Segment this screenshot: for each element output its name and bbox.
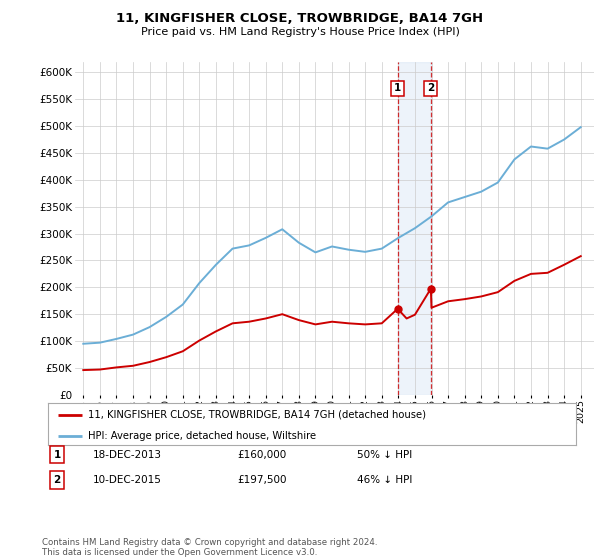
Bar [398,62,431,395]
Text: 10-DEC-2015: 10-DEC-2015 [93,475,162,485]
Text: 50% ↓ HPI: 50% ↓ HPI [357,450,412,460]
Text: 11, KINGFISHER CLOSE, TROWBRIDGE, BA14 7GH (detached house): 11, KINGFISHER CLOSE, TROWBRIDGE, BA14 7… [88,409,425,419]
Text: 2: 2 [427,83,434,94]
Text: 2: 2 [53,475,61,485]
Text: 1: 1 [53,450,61,460]
Text: 18-DEC-2013: 18-DEC-2013 [93,450,162,460]
Text: 11, KINGFISHER CLOSE, TROWBRIDGE, BA14 7GH: 11, KINGFISHER CLOSE, TROWBRIDGE, BA14 7… [116,12,484,25]
Text: £197,500: £197,500 [237,475,287,485]
Text: 46% ↓ HPI: 46% ↓ HPI [357,475,412,485]
Text: Contains HM Land Registry data © Crown copyright and database right 2024.
This d: Contains HM Land Registry data © Crown c… [42,538,377,557]
Text: 1: 1 [394,83,401,94]
Text: HPI: Average price, detached house, Wiltshire: HPI: Average price, detached house, Wilt… [88,431,316,441]
Text: Price paid vs. HM Land Registry's House Price Index (HPI): Price paid vs. HM Land Registry's House … [140,27,460,37]
Text: £160,000: £160,000 [237,450,286,460]
